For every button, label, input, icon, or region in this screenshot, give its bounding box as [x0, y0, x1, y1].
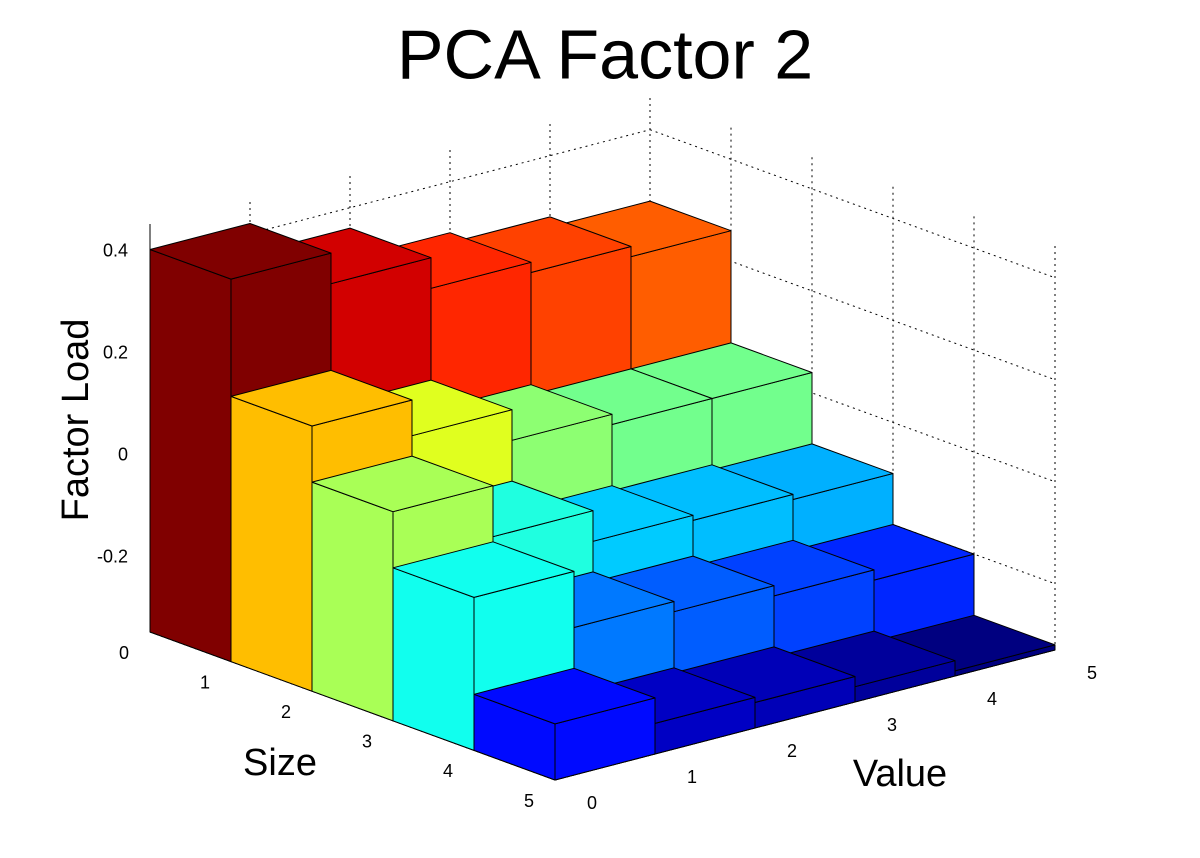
size-tick-label: 4 [443, 761, 453, 781]
size-tick-label: 5 [524, 791, 534, 811]
value-tick-label: 0 [587, 793, 597, 813]
bar-side [149, 249, 232, 663]
z-tick-label: -0.2 [97, 546, 128, 566]
value-tick-label: 4 [987, 689, 997, 709]
bar-top [473, 667, 656, 725]
bar-top [230, 369, 413, 427]
bar-side [392, 567, 475, 751]
bar-top [149, 223, 332, 280]
size-tick-label: 1 [200, 672, 210, 692]
bar-top [392, 541, 575, 598]
size-tick-label: 2 [281, 702, 291, 722]
size-tick-label: 0 [119, 643, 129, 663]
value-tick-label: 2 [787, 741, 797, 761]
value-tick-label: 5 [1087, 663, 1097, 683]
chart-title: PCA Factor 2 [397, 15, 813, 93]
size-axis-label: Size [243, 742, 317, 784]
bar-side [311, 481, 394, 722]
z-tick-label: 0.2 [103, 342, 128, 362]
value-tick-label: 1 [687, 767, 697, 787]
value-axis-label: Value [853, 753, 947, 795]
z-axis-label: Factor Load [55, 319, 97, 522]
grid-line [149, 129, 651, 261]
z-tick-label: 0 [118, 444, 128, 464]
bar-top [311, 455, 494, 513]
bar-side [230, 395, 313, 692]
size-tick-label: 3 [362, 732, 372, 752]
z-tick-label: 0.4 [103, 240, 128, 260]
value-tick-label: 3 [887, 715, 897, 735]
